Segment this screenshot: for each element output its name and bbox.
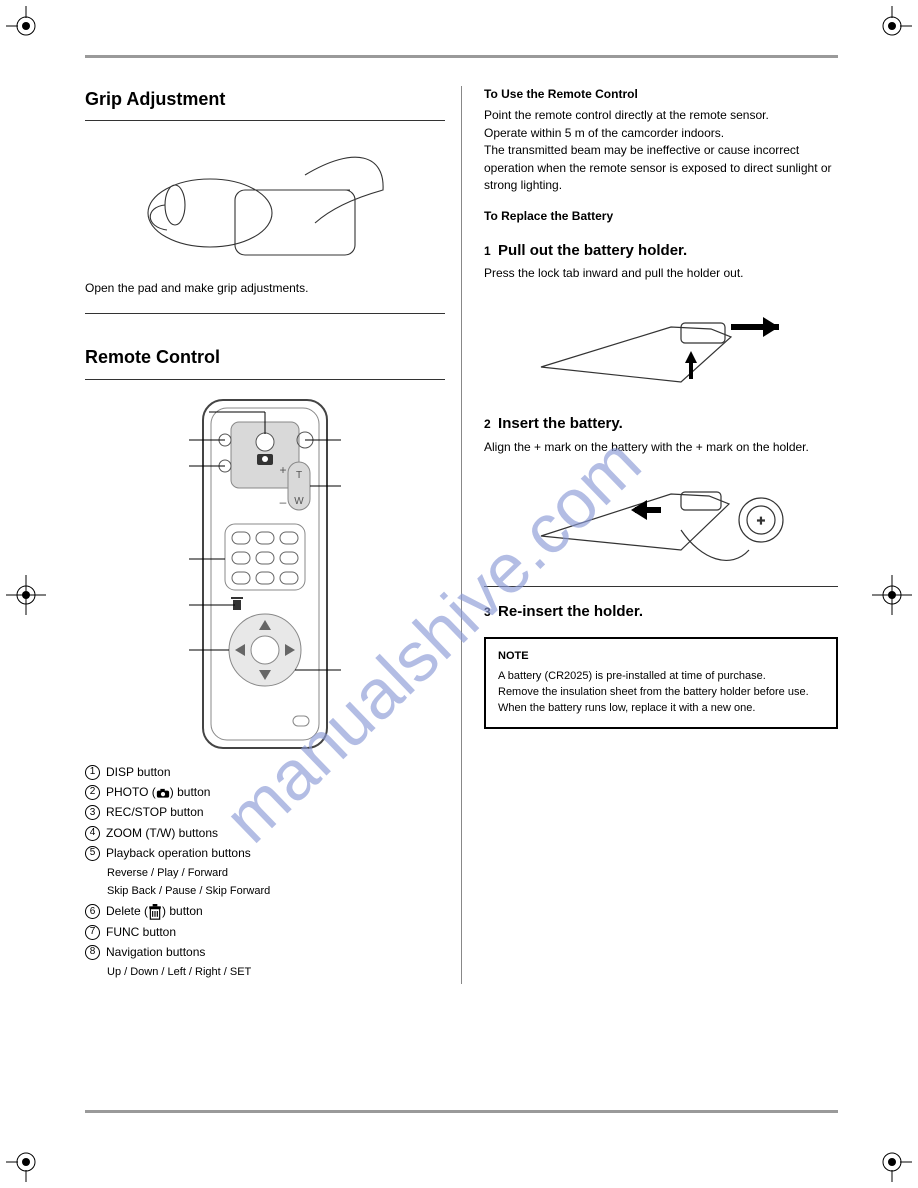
step-title: Pull out the battery holder. — [498, 242, 687, 259]
crop-mark — [6, 575, 46, 615]
crop-mark — [872, 575, 912, 615]
note-heading: NOTE — [498, 649, 824, 665]
grip-illustration — [125, 135, 405, 270]
replace-block: To Replace the Battery — [484, 208, 838, 225]
remote-figure: T W + – — [85, 394, 445, 754]
grip-note: Open the pad and make grip adjustments. — [85, 280, 445, 297]
step-title: Insert the battery. — [498, 415, 623, 432]
rule — [85, 379, 445, 380]
note-bullet: A battery (CR2025) is pre-installed at t… — [498, 669, 824, 685]
label-num: 7 — [85, 925, 100, 940]
label-text: FUNC button — [106, 924, 176, 941]
label-num: 4 — [85, 826, 100, 841]
remote-labels: 1 DISP button 2 PHOTO () button 3 REC/STOP … — [85, 764, 445, 981]
label-row: 4 ZOOM (T/W) buttons — [85, 825, 445, 842]
camera-icon — [156, 787, 170, 799]
right-column: To Use the Remote Control Point the remo… — [462, 86, 838, 984]
label-num: 1 — [85, 765, 100, 780]
crop-mark — [872, 6, 912, 46]
label-text: ZOOM (T/W) buttons — [106, 825, 218, 842]
crop-mark — [6, 6, 46, 46]
replace-heading: To Replace the Battery — [484, 208, 838, 225]
label-text: Playback operation buttons — [106, 845, 251, 862]
note-box: NOTE A battery (CR2025) is pre-installed… — [484, 637, 838, 729]
crop-mark — [872, 1142, 912, 1182]
bottom-rule — [85, 1110, 838, 1113]
usage-heading: To Use the Remote Control — [484, 86, 838, 103]
usage-bullet: Point the remote control directly at the… — [484, 107, 838, 124]
label-text: PHOTO () button — [106, 784, 210, 801]
rule — [85, 313, 445, 314]
note-bullet: When the battery runs low, replace it wi… — [498, 701, 824, 717]
grip-heading: Grip Adjustment — [85, 86, 445, 112]
battery-holder-illustration-1 — [531, 297, 791, 407]
step-title: Re-insert the holder. — [498, 603, 643, 620]
step-text: Press the lock tab inward and pull the h… — [484, 265, 838, 282]
step-2: 2 Insert the battery. Align the + mark o… — [484, 413, 838, 456]
label-sub: Reverse / Play / Forward — [107, 866, 445, 882]
svg-text:+: + — [279, 463, 286, 477]
battery-holder-illustration-2: + — [531, 470, 791, 580]
label-row: 2 PHOTO () button — [85, 784, 445, 801]
label-sub: Up / Down / Left / Right / SET — [107, 965, 445, 981]
content-columns: Grip Adjustment Open the pad and make gr… — [85, 86, 838, 984]
label-text: Delete () button — [106, 903, 203, 920]
usage-bullet: Operate within 5 m of the camcorder indo… — [484, 125, 838, 142]
label-sub: Skip Back / Pause / Skip Forward — [107, 884, 445, 900]
step-number: 2 — [484, 417, 491, 431]
usage-block: To Use the Remote Control Point the remo… — [484, 86, 838, 194]
svg-text:+: + — [757, 512, 765, 528]
top-rule — [85, 55, 838, 58]
remote-illustration: T W + – — [175, 394, 355, 754]
step-number: 1 — [484, 244, 491, 258]
trash-icon — [148, 906, 162, 918]
remote-heading: Remote Control — [85, 344, 445, 370]
crop-mark — [6, 1142, 46, 1182]
label-row: 1 DISP button — [85, 764, 445, 781]
svg-text:T: T — [296, 470, 302, 481]
label-row: 6 Delete () button — [85, 903, 445, 920]
svg-text:–: – — [280, 495, 287, 509]
label-row: 7 FUNC button — [85, 924, 445, 941]
step-1: 1 Pull out the battery holder. Press the… — [484, 240, 838, 283]
note-bullet: Remove the insulation sheet from the bat… — [498, 685, 824, 701]
rule — [484, 586, 838, 587]
label-num: 6 — [85, 904, 100, 919]
label-row: 8 Navigation buttons — [85, 944, 445, 961]
step-number: 3 — [484, 605, 491, 619]
svg-text:W: W — [294, 496, 304, 507]
label-num: 5 — [85, 846, 100, 861]
label-num: 8 — [85, 945, 100, 960]
label-num: 2 — [85, 785, 100, 800]
manual-page: Grip Adjustment Open the pad and make gr… — [85, 55, 838, 1128]
label-text: Navigation buttons — [106, 944, 205, 961]
left-column: Grip Adjustment Open the pad and make gr… — [85, 86, 461, 984]
label-num: 3 — [85, 805, 100, 820]
label-text: REC/STOP button — [106, 804, 204, 821]
step-text: Align the + mark on the battery with the… — [484, 439, 838, 456]
step-3: 3 Re-insert the holder. — [484, 601, 838, 623]
label-row: 5 Playback operation buttons — [85, 845, 445, 862]
usage-bullet: The transmitted beam may be ineffective … — [484, 142, 838, 194]
label-row: 3 REC/STOP button — [85, 804, 445, 821]
label-text: DISP button — [106, 764, 171, 781]
rule — [85, 120, 445, 121]
